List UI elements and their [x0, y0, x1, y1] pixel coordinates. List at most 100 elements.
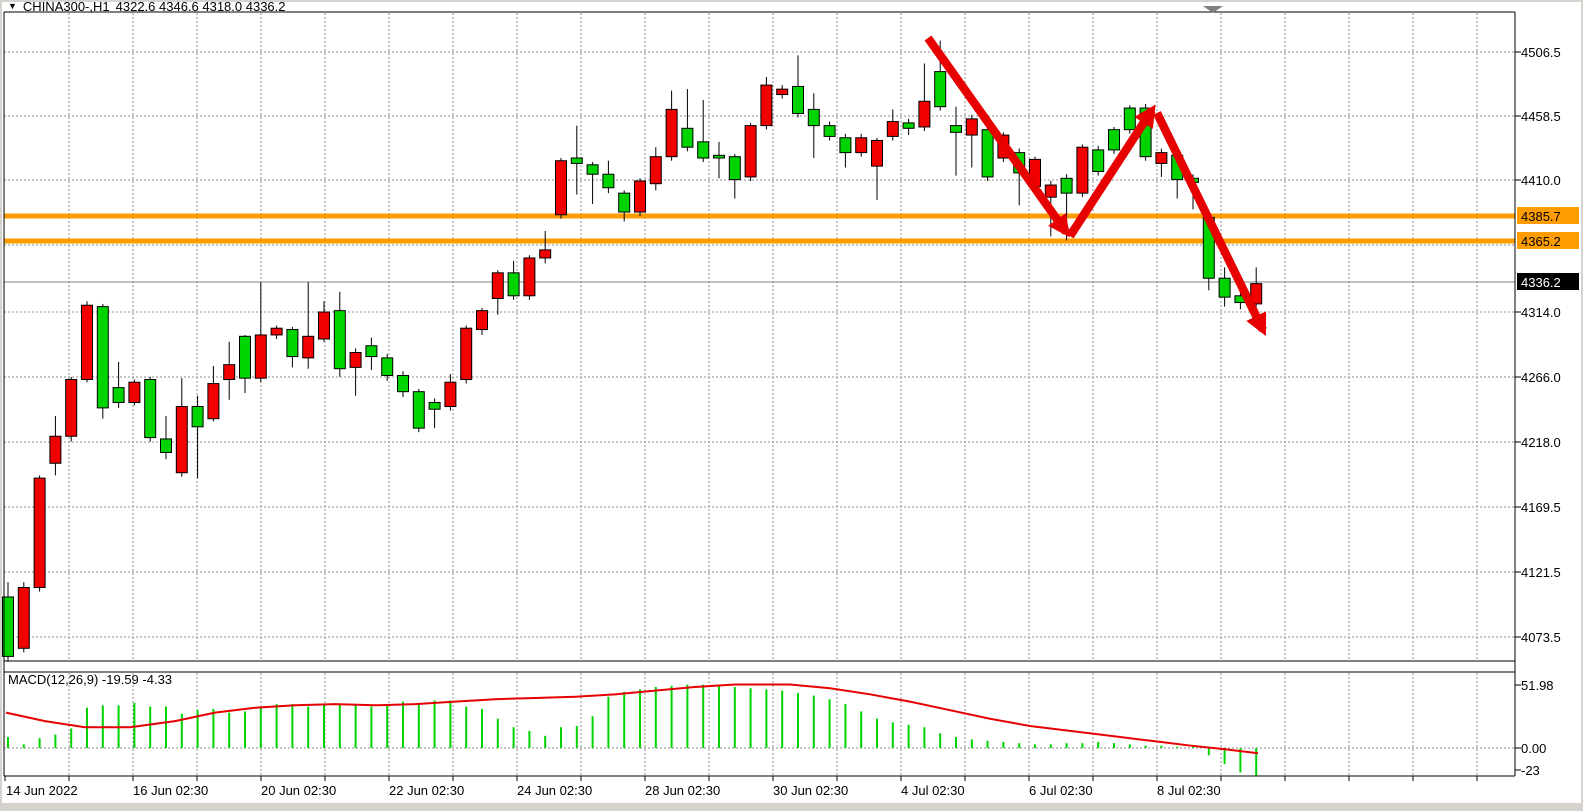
- price-axis-label: 4458.5: [1521, 109, 1561, 124]
- candle-body-up: [381, 357, 394, 376]
- candle-body-up: [950, 125, 962, 133]
- candle-body-down: [254, 334, 267, 379]
- candle-body-down: [634, 180, 646, 213]
- time-axis-label: 30 Jun 02:30: [773, 783, 848, 798]
- macd-indicator-label: MACD(12,26,9) -19.59 -4.33: [8, 672, 173, 687]
- candle-body-down: [81, 304, 93, 381]
- candle-body-up: [397, 374, 409, 393]
- symbol-dropdown-icon[interactable]: ▼: [8, 1, 17, 11]
- candle-body-up: [1092, 149, 1105, 173]
- candle-body-up: [333, 310, 346, 370]
- level-price-badge: [1517, 232, 1579, 249]
- candle-body-down: [886, 121, 899, 137]
- price-axis-label: 4410.0: [1521, 173, 1561, 188]
- candle-body-up: [839, 137, 852, 154]
- candle-body-up: [570, 157, 583, 164]
- candle-body-down: [555, 160, 567, 216]
- symbol-label: CHINA300-,H1: [22, 0, 110, 14]
- candle-body-up: [586, 164, 599, 175]
- candle-body-down: [1076, 146, 1089, 194]
- candle-body-down: [649, 156, 662, 185]
- candle-body-down: [539, 249, 552, 259]
- candle-body-down: [17, 587, 30, 649]
- candle-body-up: [1123, 107, 1136, 131]
- candle-body-up: [823, 125, 836, 137]
- candle-body-down: [318, 311, 330, 340]
- current-price-badge: [1517, 273, 1579, 290]
- price-axis-label: 4121.5: [1521, 565, 1561, 580]
- candle-body-down: [49, 435, 62, 464]
- candle-body-down: [776, 88, 789, 96]
- candle-body-down: [1044, 184, 1057, 198]
- candle-body-up: [112, 387, 125, 403]
- candle-body-down: [476, 310, 488, 331]
- current-price-label: 4336.2: [1521, 275, 1561, 290]
- price-axis-label: 4266.0: [1521, 370, 1561, 385]
- price-axis-label: 4314.0: [1521, 305, 1561, 320]
- candle-body-up: [713, 154, 725, 159]
- level-price-badge: [1517, 207, 1579, 224]
- candle-body-up: [191, 406, 204, 428]
- trend-arrow-3[interactable]: [1153, 111, 1267, 336]
- candle-body-down: [349, 352, 362, 368]
- candle-body-up: [981, 129, 994, 178]
- price-axis-label: -23: [1521, 763, 1540, 778]
- candle-body-up: [96, 306, 109, 409]
- plot-frame: [3, 11, 1516, 777]
- price-axis: 4506.5 4458.5 4410.0 4314.0 4266.0 4218.0 4169…: [1515, 45, 1579, 778]
- candle-body-down: [207, 383, 220, 420]
- candle-body-down: [491, 272, 504, 299]
- macd-signal-line: [5, 683, 1259, 755]
- time-axis-label: 4 Jul 02:30: [901, 783, 965, 798]
- candle-body-up: [2, 596, 14, 657]
- candle-body-up: [160, 438, 172, 453]
- candle-body-down: [128, 381, 141, 403]
- candle-body-down: [918, 100, 931, 128]
- candle-body-down: [460, 327, 473, 381]
- candle-body-up: [286, 329, 299, 358]
- price-axis-label: 4073.5: [1521, 630, 1561, 645]
- candle-body-down: [1155, 152, 1168, 164]
- time-axis-label: 24 Jun 02:30: [517, 783, 592, 798]
- candle-body-up: [428, 401, 441, 410]
- trend-arrow-2[interactable]: [1066, 104, 1156, 239]
- time-axis-label: 14 Jun 2022: [6, 783, 78, 798]
- candle-body-up: [934, 71, 947, 108]
- candle-body-up: [792, 85, 804, 114]
- candle-body-down: [65, 379, 78, 437]
- candle-body-down: [223, 364, 236, 381]
- candle-body-up: [681, 127, 694, 148]
- scroll-to-end-marker-icon[interactable]: [1203, 6, 1223, 13]
- price-axis-label: 4506.5: [1521, 45, 1561, 60]
- candle-body-down: [965, 118, 978, 136]
- price-axis-label: 4218.0: [1521, 435, 1561, 450]
- candle-body-down: [665, 108, 678, 158]
- candle-body-down: [760, 84, 773, 127]
- candle-body-down: [744, 125, 757, 178]
- candle-body-down: [175, 406, 188, 474]
- price-axis-label: 0.00: [1521, 741, 1546, 756]
- time-axis-label: 22 Jun 02:30: [389, 783, 464, 798]
- candlestick-series: [2, 40, 1263, 662]
- candle-body-up: [1218, 277, 1231, 298]
- candle-body-up: [412, 391, 425, 429]
- macd-histogram: [7, 684, 1258, 777]
- time-axis-label: 6 Jul 02:30: [1029, 783, 1093, 798]
- candle-body-up: [365, 345, 378, 358]
- candle-body-up: [1060, 177, 1073, 194]
- chart-header: ▼ CHINA300-,H1 4322.6 4346.6 4318.0 4336…: [8, 0, 286, 14]
- candle-body-down: [871, 139, 883, 167]
- candle-body-up: [507, 272, 520, 297]
- price-axis-label: 51.98: [1521, 678, 1554, 693]
- candle-body-up: [697, 141, 710, 159]
- candle-body-down: [444, 381, 457, 408]
- candle-body-up: [618, 192, 631, 213]
- candle-body-up: [1108, 129, 1120, 151]
- level-price-label: 4385.7: [1521, 209, 1561, 224]
- time-axis[interactable]: 14 Jun 2022 16 Jun 02:30 20 Jun 02:30 22 Ju…: [4, 776, 1478, 798]
- trend-arrow-1[interactable]: [924, 35, 1070, 238]
- candle-body-up: [807, 108, 820, 127]
